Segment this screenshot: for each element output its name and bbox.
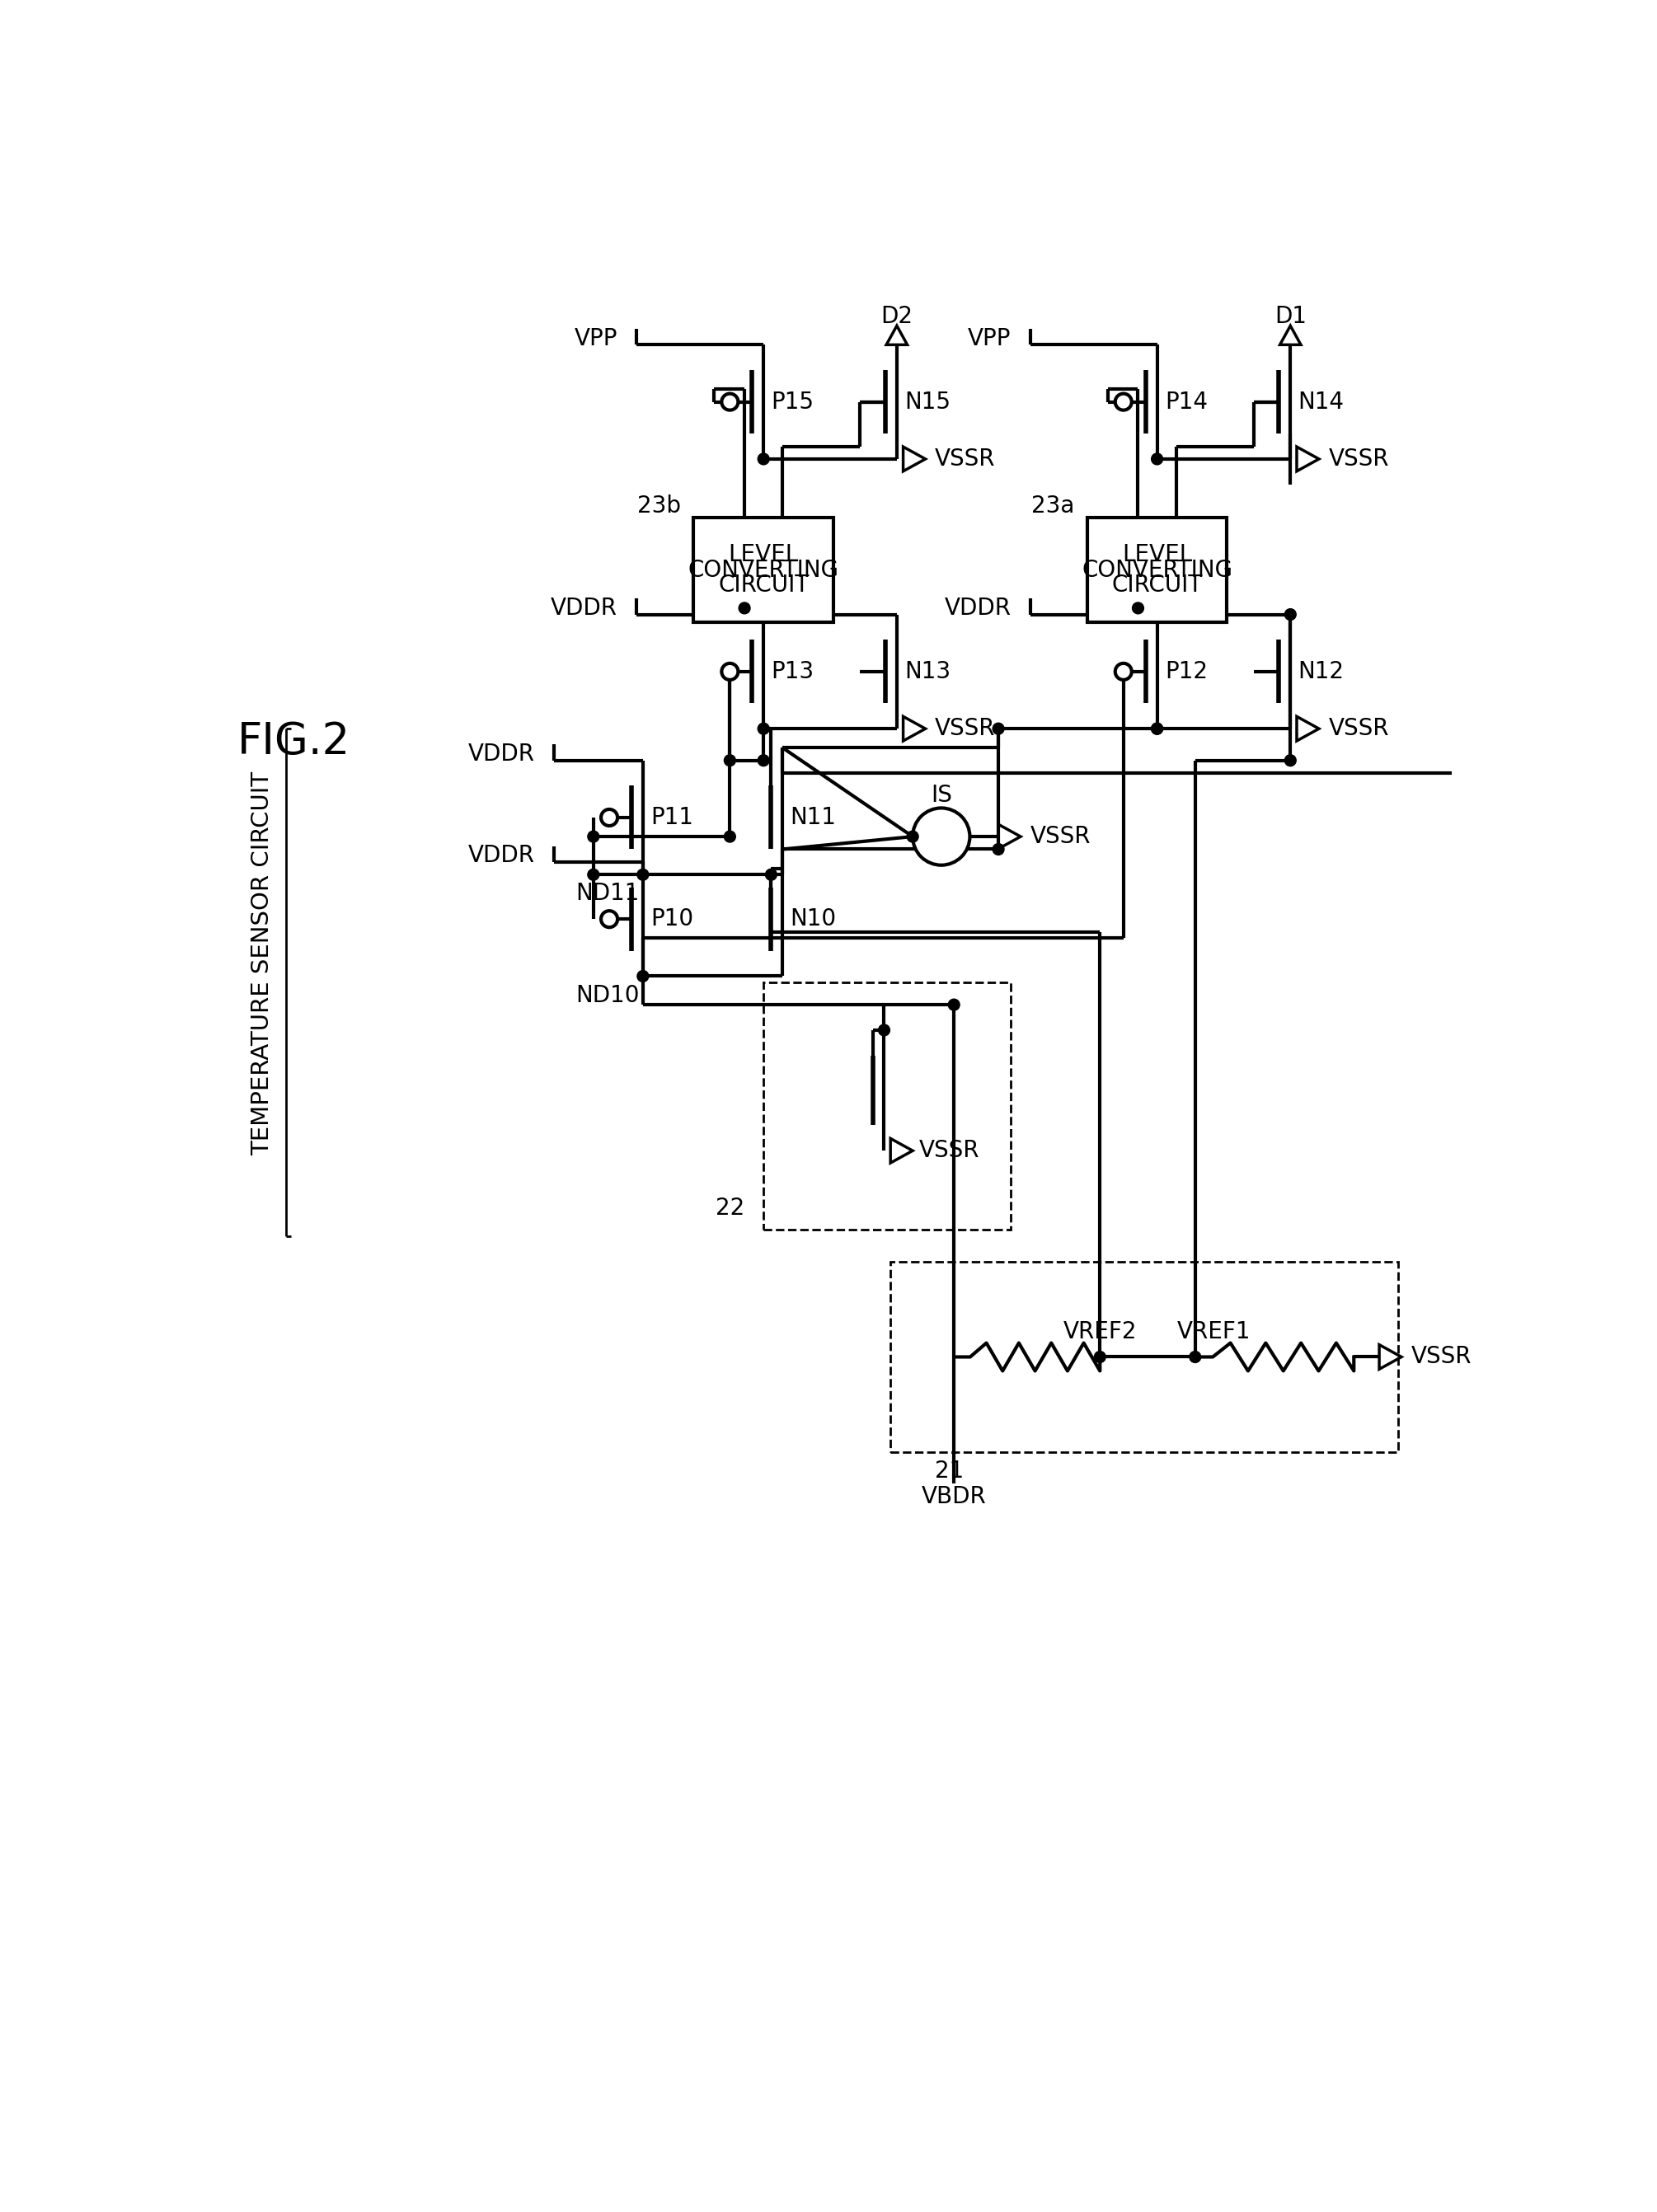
Circle shape bbox=[588, 869, 600, 880]
Text: P10: P10 bbox=[651, 907, 694, 931]
Text: VDDR: VDDR bbox=[469, 743, 535, 765]
Circle shape bbox=[1152, 453, 1163, 465]
Text: 23b: 23b bbox=[638, 495, 681, 518]
Circle shape bbox=[739, 602, 751, 613]
Text: P13: P13 bbox=[771, 659, 814, 684]
Circle shape bbox=[993, 843, 1004, 856]
Circle shape bbox=[724, 832, 736, 843]
Circle shape bbox=[1284, 608, 1296, 619]
Text: N15: N15 bbox=[905, 389, 951, 414]
Circle shape bbox=[601, 810, 618, 825]
Circle shape bbox=[913, 807, 969, 865]
Text: VSSR: VSSR bbox=[1329, 447, 1389, 471]
Circle shape bbox=[1115, 394, 1132, 409]
Text: CONVERTING: CONVERTING bbox=[1082, 557, 1233, 582]
Text: D1: D1 bbox=[1274, 305, 1306, 327]
Text: VSSR: VSSR bbox=[1329, 717, 1389, 741]
Circle shape bbox=[948, 1000, 959, 1011]
Text: VPP: VPP bbox=[968, 327, 1011, 349]
Text: N12: N12 bbox=[1297, 659, 1344, 684]
Circle shape bbox=[1152, 723, 1163, 734]
Text: VPP: VPP bbox=[575, 327, 618, 349]
Circle shape bbox=[1152, 723, 1163, 734]
Text: CIRCUIT: CIRCUIT bbox=[717, 573, 809, 597]
Text: 21: 21 bbox=[935, 1460, 964, 1482]
Text: 23a: 23a bbox=[1031, 495, 1074, 518]
Circle shape bbox=[1094, 1352, 1105, 1363]
Text: VSSR: VSSR bbox=[935, 717, 996, 741]
Circle shape bbox=[588, 832, 600, 843]
Text: ND10: ND10 bbox=[577, 984, 640, 1006]
Text: CIRCUIT: CIRCUIT bbox=[1112, 573, 1203, 597]
Text: IS: IS bbox=[931, 783, 951, 807]
Text: P14: P14 bbox=[1165, 389, 1208, 414]
Circle shape bbox=[601, 911, 618, 927]
Text: VSSR: VSSR bbox=[1031, 825, 1090, 847]
Text: 22: 22 bbox=[716, 1197, 744, 1219]
Circle shape bbox=[993, 723, 1004, 734]
Text: P12: P12 bbox=[1165, 659, 1208, 684]
Text: VSSR: VSSR bbox=[935, 447, 996, 471]
Text: N11: N11 bbox=[790, 805, 837, 830]
Circle shape bbox=[1115, 664, 1132, 679]
Text: P15: P15 bbox=[771, 389, 814, 414]
Text: D2: D2 bbox=[882, 305, 913, 327]
Circle shape bbox=[722, 664, 737, 679]
Text: CONVERTING: CONVERTING bbox=[688, 557, 838, 582]
Text: LEVEL: LEVEL bbox=[729, 544, 799, 566]
Circle shape bbox=[1284, 754, 1296, 765]
Circle shape bbox=[1190, 1352, 1201, 1363]
Text: P11: P11 bbox=[651, 805, 693, 830]
Circle shape bbox=[757, 754, 769, 765]
Circle shape bbox=[757, 453, 769, 465]
Circle shape bbox=[638, 971, 648, 982]
Text: VDDR: VDDR bbox=[944, 597, 1011, 619]
FancyBboxPatch shape bbox=[1087, 518, 1226, 622]
Text: VDDR: VDDR bbox=[550, 597, 618, 619]
Circle shape bbox=[878, 1024, 890, 1035]
Text: N10: N10 bbox=[790, 907, 837, 931]
Text: VSSR: VSSR bbox=[1412, 1345, 1471, 1369]
Text: FIG.2: FIG.2 bbox=[237, 719, 350, 763]
Text: TEMPERATURE SENSOR CIRCUIT: TEMPERATURE SENSOR CIRCUIT bbox=[250, 772, 273, 1155]
Circle shape bbox=[722, 394, 737, 409]
Text: LEVEL: LEVEL bbox=[1122, 544, 1193, 566]
Text: VDDR: VDDR bbox=[469, 845, 535, 867]
Circle shape bbox=[638, 869, 648, 880]
FancyBboxPatch shape bbox=[694, 518, 833, 622]
Circle shape bbox=[757, 723, 769, 734]
Text: N13: N13 bbox=[905, 659, 951, 684]
Text: VBDR: VBDR bbox=[921, 1484, 986, 1509]
Circle shape bbox=[906, 832, 918, 843]
Text: VSSR: VSSR bbox=[920, 1139, 979, 1161]
Circle shape bbox=[1132, 602, 1143, 613]
Text: N14: N14 bbox=[1297, 389, 1344, 414]
Text: VREF2: VREF2 bbox=[1064, 1321, 1137, 1343]
Circle shape bbox=[724, 754, 736, 765]
Text: ND11: ND11 bbox=[577, 883, 640, 905]
Text: VREF1: VREF1 bbox=[1178, 1321, 1251, 1343]
Circle shape bbox=[766, 869, 777, 880]
